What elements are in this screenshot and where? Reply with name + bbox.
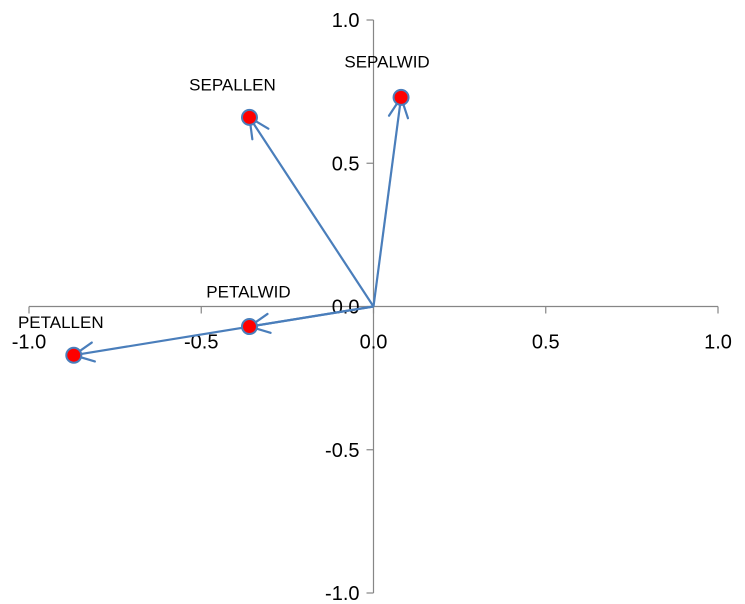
vector-arrow (372, 97, 403, 307)
data-point-label: PETALWID (206, 283, 290, 302)
data-point-label: SEPALWID (344, 52, 429, 71)
vector-arrows (71, 94, 410, 363)
data-point-label: SEPALLEN (189, 75, 276, 94)
y-tick-label: 1.0 (332, 10, 360, 32)
data-point-marker (392, 88, 410, 106)
y-tick-label: 0.0 (332, 297, 360, 319)
y-tick-label: 0.5 (332, 153, 360, 175)
data-point-marker (65, 346, 83, 364)
y-tick-label: -1.0 (325, 583, 359, 604)
data-points (65, 88, 410, 364)
data-point-marker (240, 108, 258, 126)
vector-arrow (73, 305, 374, 357)
x-tick-label: -1.0 (12, 332, 46, 354)
vector-arrow (248, 116, 375, 308)
data-point-label: PETALLEN (18, 313, 104, 332)
x-tick-label: 0.5 (532, 332, 560, 354)
data-point-marker (240, 318, 258, 336)
y-tick-label: -0.5 (325, 440, 359, 462)
point-labels: SEPALLEN SEPALWID PETALWID PETALLEN (18, 52, 430, 332)
x-tick-label: 0.0 (360, 332, 388, 354)
x-tick-label: 1.0 (704, 332, 732, 354)
